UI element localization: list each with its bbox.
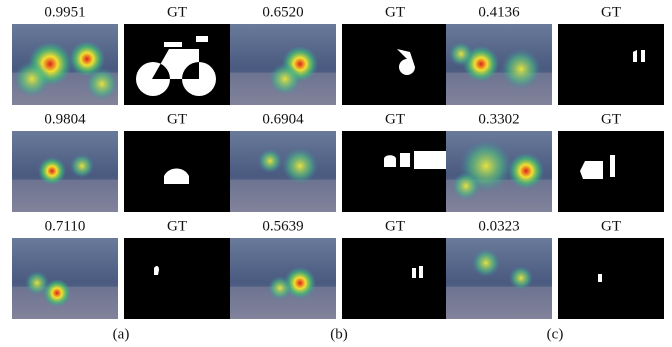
- heat-spot: [508, 153, 544, 189]
- heat-spot: [282, 148, 318, 184]
- caption: (b): [330, 326, 348, 342]
- heatmap-image: [230, 238, 336, 319]
- ground: [12, 180, 118, 212]
- ground: [446, 287, 552, 319]
- score-label: 0.5639: [262, 218, 303, 234]
- mask-bg: [124, 238, 230, 319]
- heat-spot: [258, 149, 282, 173]
- gt-mask: [124, 131, 230, 212]
- score-label: 0.0323: [478, 218, 519, 234]
- gt-label: GT: [385, 4, 405, 20]
- gt-label: GT: [167, 4, 187, 20]
- mask-shape: [154, 266, 159, 275]
- gt-mask: [558, 131, 664, 212]
- gt-label: GT: [167, 218, 187, 234]
- heat-spot: [472, 249, 500, 277]
- gt-label: GT: [167, 111, 187, 127]
- heatmap-image: [230, 131, 336, 212]
- gt-mask: [558, 24, 664, 105]
- heat-spot: [269, 63, 301, 95]
- heat-spot: [452, 172, 480, 200]
- heat-spot: [509, 266, 533, 290]
- ground: [230, 180, 336, 212]
- heat-spot: [86, 68, 118, 100]
- gt-label: GT: [385, 218, 405, 234]
- gt-mask: [124, 238, 230, 319]
- mask-bg: [558, 238, 664, 319]
- gt-label: GT: [385, 111, 405, 127]
- score-label: 0.7110: [45, 218, 86, 234]
- gt-mask: [342, 24, 448, 105]
- heatmap-image: [12, 24, 118, 105]
- heat-spot: [38, 157, 66, 185]
- heat-spot: [25, 271, 49, 295]
- heat-spot: [449, 42, 473, 66]
- score-label: 0.6520: [262, 4, 303, 20]
- figure: 0.9951 GT 0.9804 GT 0.7110 GT (a) 0.6520 GT 0.690…: [0, 0, 672, 347]
- heatmap-image: [12, 131, 118, 212]
- gt-label: GT: [601, 218, 621, 234]
- caption: (c): [547, 326, 564, 342]
- gt-label: GT: [601, 111, 621, 127]
- score-label: 0.9804: [44, 111, 86, 127]
- mask-bg: [342, 24, 448, 105]
- score-label: 0.4136: [478, 4, 520, 20]
- score-label: 0.9951: [44, 4, 85, 20]
- score-label: 0.6904: [262, 111, 304, 127]
- score-label: 0.3302: [478, 111, 519, 127]
- gt-mask: [558, 238, 664, 319]
- mask-bg: [558, 24, 664, 105]
- gt-label: GT: [601, 4, 621, 20]
- mask-bg: [342, 238, 448, 319]
- gt-mask: [124, 24, 230, 105]
- heat-spot: [268, 276, 292, 300]
- mask-shape: [598, 274, 602, 282]
- heat-spot: [14, 61, 50, 97]
- heat-spot: [501, 49, 541, 89]
- heatmap-image: [230, 24, 336, 105]
- mask-bg: [342, 131, 448, 212]
- heat-spot: [70, 154, 94, 178]
- heatmap-image: [446, 131, 552, 212]
- heatmap-image: [446, 24, 552, 105]
- caption: (a): [113, 326, 130, 342]
- gt-mask: [342, 238, 448, 319]
- heatmap-image: [12, 238, 118, 319]
- heatmap-image: [446, 238, 552, 319]
- gt-mask: [342, 131, 452, 212]
